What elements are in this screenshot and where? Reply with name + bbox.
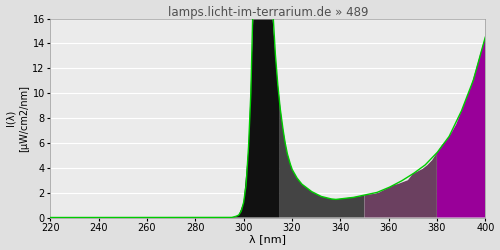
Polygon shape: [232, 18, 280, 218]
Polygon shape: [437, 37, 486, 218]
Y-axis label: I(λ)
[μW/cm2/nm]: I(λ) [μW/cm2/nm]: [6, 84, 30, 152]
X-axis label: λ [nm]: λ [nm]: [250, 234, 286, 244]
Polygon shape: [280, 103, 364, 218]
Polygon shape: [364, 153, 437, 218]
Title: lamps.licht-im-terrarium.de » 489: lamps.licht-im-terrarium.de » 489: [168, 6, 368, 18]
